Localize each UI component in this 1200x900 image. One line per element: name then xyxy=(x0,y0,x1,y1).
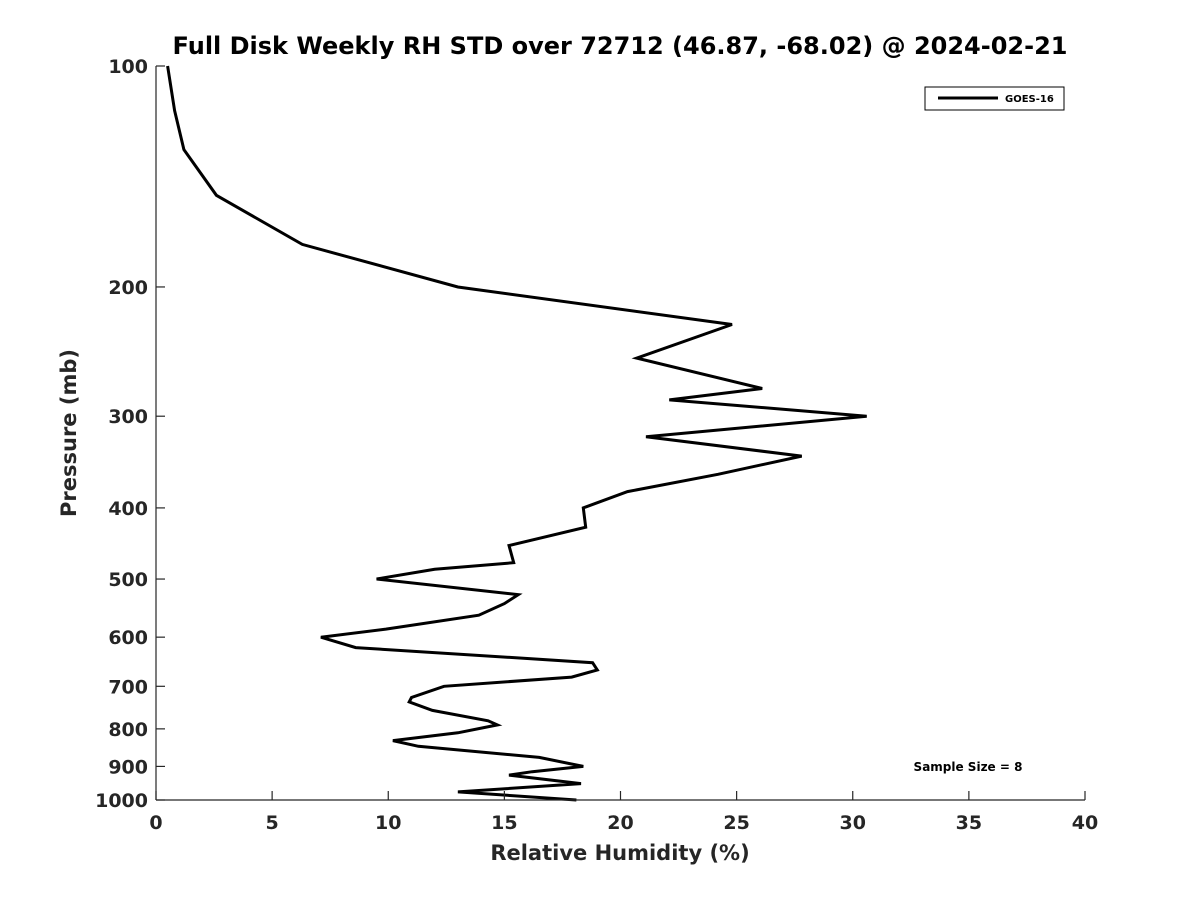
x-tick-label: 40 xyxy=(1072,812,1098,834)
x-tick-label: 35 xyxy=(956,812,982,834)
y-tick-label: 300 xyxy=(108,406,148,428)
y-axis-label: Pressure (mb) xyxy=(57,349,81,517)
x-tick-label: 25 xyxy=(723,812,749,834)
legend-label-goes-16: GOES-16 xyxy=(1005,94,1054,105)
y-tick-label: 800 xyxy=(108,719,148,741)
legend: GOES-16 xyxy=(924,86,1065,111)
y-tick-label: 600 xyxy=(108,627,148,649)
y-tick-label: 200 xyxy=(108,277,148,299)
y-tick-label: 900 xyxy=(108,756,148,778)
x-tick-label: 30 xyxy=(840,812,866,834)
x-tick-label: 10 xyxy=(375,812,401,834)
y-tick-label: 100 xyxy=(108,56,148,78)
y-tick-label: 500 xyxy=(108,569,148,591)
x-axis-label: Relative Humidity (%) xyxy=(490,841,749,865)
axes: 0 5 10 15 20 25 30 35 40 100 200 300 400 500 600 700 800… xyxy=(95,56,1098,834)
y-tick-label: 400 xyxy=(108,498,148,520)
x-tick-label: 20 xyxy=(607,812,633,834)
x-tick-label: 15 xyxy=(491,812,517,834)
x-tick-label: 0 xyxy=(149,812,162,834)
series-line-goes-16 xyxy=(166,65,867,802)
plot-area xyxy=(166,65,867,802)
chart-title: Full Disk Weekly RH STD over 72712 (46.8… xyxy=(173,32,1068,60)
x-tick-label: 5 xyxy=(266,812,279,834)
y-tick-label: 700 xyxy=(108,676,148,698)
sample-size-annotation: Sample Size = 8 xyxy=(914,760,1023,774)
y-tick-label: 1000 xyxy=(95,790,148,812)
